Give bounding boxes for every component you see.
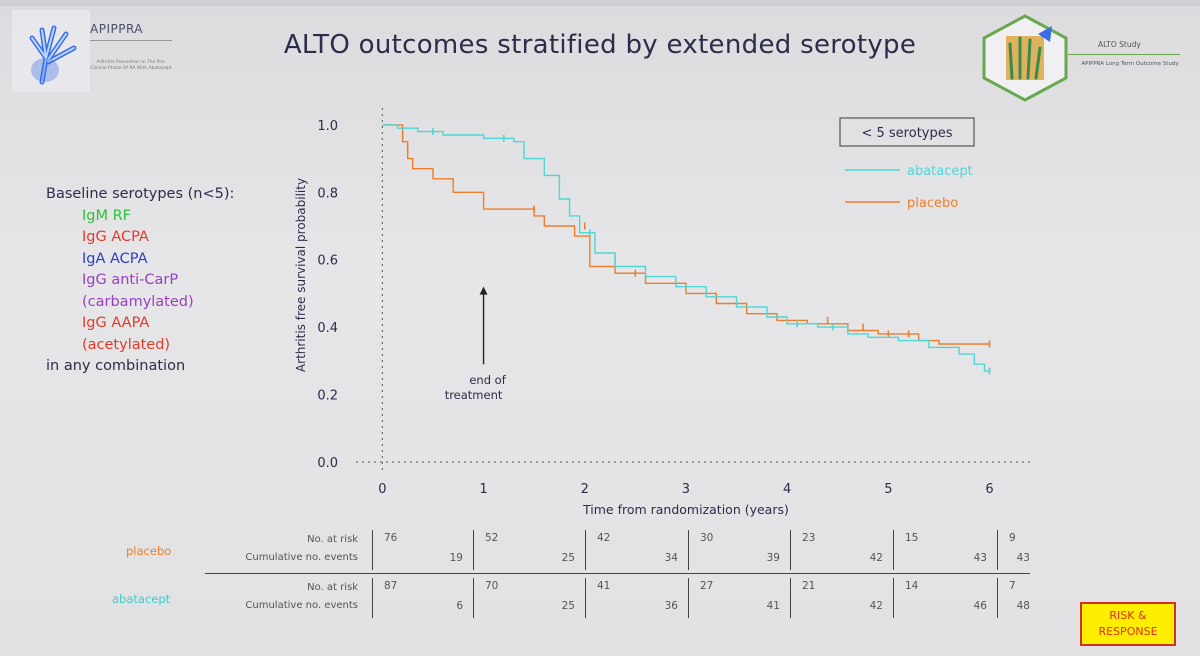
series-line-placebo (382, 124, 990, 345)
legend-label-abatacept: abatacept (907, 164, 973, 179)
hand-xray-icon (12, 10, 90, 92)
x-tick-label: 1 (479, 482, 487, 497)
logo-brand: APIPPRA (90, 22, 144, 36)
y-axis-label: Arthritis free survival probability (294, 178, 308, 372)
chart-series (382, 124, 991, 375)
serotype-item: IgM RF (82, 207, 132, 224)
serotype-items: IgM RF IgG ACPA IgA ACPA IgG anti-CarP (carb… (46, 206, 234, 357)
serotype-item: IgG anti-CarP (82, 272, 179, 288)
top-strip (0, 0, 1200, 6)
apippra-logo: APIPPRA Arthritis Prevention In The Pre-… (12, 10, 172, 102)
alto-logo: ALTO Study APIPPRA Long Term Outcome Stu… (980, 14, 1190, 102)
serotype-footer: in any combination (46, 358, 186, 374)
slide-title: ALTO outcomes stratified by extended ser… (283, 30, 917, 60)
y-tick-label: 0.0 (317, 456, 338, 471)
risk-response-badge: RISK & RESPONSE (1080, 602, 1176, 646)
x-tick-label: 2 (581, 482, 589, 497)
serotype-item: (carbamylated) (82, 293, 194, 310)
x-tick-label: 5 (884, 482, 892, 497)
serotype-item: IgG AAPA (82, 315, 150, 331)
annotation-text: end of (469, 373, 506, 387)
chart-axes: 0.0 0.2 0.4 0.6 0.8 1.0 0 1 2 3 4 5 6 Time from rando… (294, 108, 1030, 517)
logo-tagline: Arthritis Prevention In The Pre-Clinical… (90, 60, 172, 71)
stratum-box (839, 117, 975, 147)
legend-label-placebo: placebo (907, 196, 958, 211)
y-tick-label: 0.2 (317, 389, 338, 404)
x-tick-label: 6 (985, 482, 993, 497)
alto-logo-subtitle: APIPPRA Long Term Outcome Study (1081, 61, 1179, 67)
y-tick-label: 0.8 (317, 186, 338, 201)
serotype-item: (acetylated) (82, 336, 171, 353)
hexagon-hand-icon (982, 14, 1068, 102)
x-tick-label: 0 (378, 482, 386, 497)
annotation-arrow-head (479, 286, 488, 295)
series-line-abatacept (382, 124, 990, 372)
serotype-heading: Baseline serotypes (n<5): (46, 186, 235, 202)
alto-logo-name: ALTO Study (1098, 40, 1141, 49)
x-axis-label: Time from randomization (years) (582, 502, 789, 517)
y-tick-label: 1.0 (317, 119, 338, 134)
serotype-item: IgG ACPA (82, 229, 149, 245)
y-tick-label: 0.4 (317, 321, 338, 336)
serotype-item: IgA ACPA (82, 250, 148, 267)
y-tick-label: 0.6 (317, 254, 338, 269)
chart-annotations: < 5 serotypes abatacept placebo end oftreat… (445, 117, 975, 402)
annotation-text: treatment (445, 388, 503, 402)
x-tick-label: 3 (682, 482, 690, 497)
x-tick-label: 4 (783, 482, 791, 497)
alto-logo-rule (1068, 54, 1180, 55)
logo-rule (90, 40, 172, 41)
stratum-label: < 5 serotypes (861, 126, 952, 141)
serotype-list: Baseline serotypes (n<5): IgM RF IgG ACPA… (46, 184, 234, 378)
